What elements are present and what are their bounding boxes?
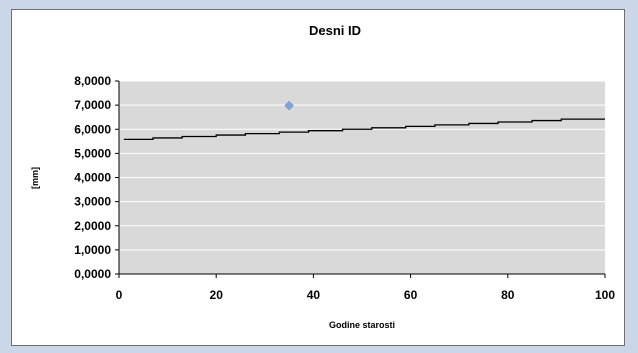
y-tick-labels: 0,0000 1,0000 2,0000 3,0000 4,0000 5,0000 6,00…	[74, 74, 111, 281]
y-tick-label: 8,0000	[74, 74, 111, 88]
data-series	[123, 100, 605, 141]
y-tick-label: 1,0000	[74, 243, 111, 257]
x-tick-label: 80	[501, 288, 515, 302]
y-tick-label: 0,0000	[74, 267, 111, 281]
axes	[115, 80, 606, 278]
x-tick-labels: 0 20 40 60 80 100	[116, 288, 616, 302]
y-tick-label: 7,0000	[74, 98, 111, 112]
x-tick-label: 60	[404, 288, 418, 302]
x-tick-label: 100	[595, 288, 615, 302]
data-point-diamond	[284, 100, 294, 111]
chart-title: Desni ID	[309, 23, 361, 38]
series-line	[123, 118, 605, 141]
y-tick-label: 6,0000	[74, 122, 111, 136]
y-tick-label: 4,0000	[74, 171, 111, 185]
x-axis-title: Godine starosti	[329, 320, 395, 330]
y-axis-title: [mm]	[30, 167, 40, 189]
x-tick-label: 40	[307, 288, 321, 302]
x-tick-label: 0	[116, 288, 123, 302]
y-tick-label: 5,0000	[74, 146, 111, 160]
y-tick-label: 2,0000	[74, 219, 111, 233]
y-tick-label: 3,0000	[74, 195, 111, 209]
chart-frame: Desni ID 0,0000 1,0000 2,0000 3,0000 4,0000 5…	[11, 9, 625, 346]
x-tick-label: 20	[210, 288, 224, 302]
chart-canvas: Desni ID 0,0000 1,0000 2,0000 3,0000 4,0000 5…	[30, 23, 616, 330]
